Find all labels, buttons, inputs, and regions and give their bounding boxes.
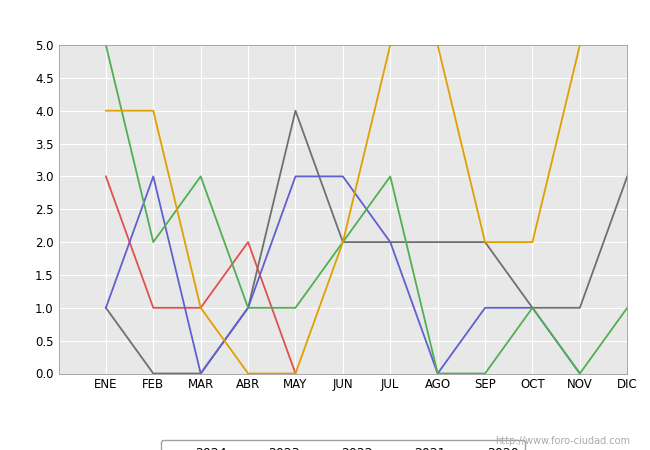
Text: http://www.foro-ciudad.com: http://www.foro-ciudad.com [495, 436, 630, 446]
Legend: 2024, 2023, 2022, 2021, 2020: 2024, 2023, 2022, 2021, 2020 [161, 440, 525, 450]
Text: Matriculaciones de Vehiculos en Lucena del Cid: Matriculaciones de Vehiculos en Lucena d… [135, 13, 515, 28]
